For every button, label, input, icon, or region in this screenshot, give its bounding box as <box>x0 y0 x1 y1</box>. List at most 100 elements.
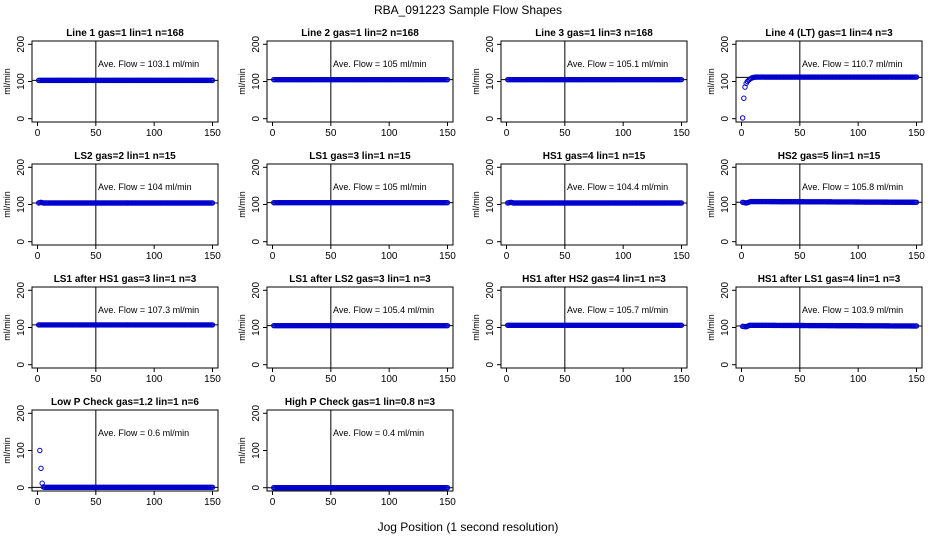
plot-frame <box>266 409 454 492</box>
average-flow-annotation: Ave. Flow = 105 ml/min <box>333 182 427 192</box>
y-tick-label: 200 <box>16 282 27 299</box>
data-point <box>678 76 685 83</box>
x-tick-label: 50 <box>325 251 337 262</box>
data-point <box>444 76 451 83</box>
x-tick-label: 50 <box>325 128 337 139</box>
y-tick-label: 0 <box>251 361 262 367</box>
y-tick-label: 200 <box>251 282 262 299</box>
panel-title: LS1 after HS1 gas=3 lin=1 n=3 <box>54 274 197 285</box>
x-tick-label: 150 <box>439 251 456 262</box>
y-tick-label: 200 <box>16 36 27 53</box>
data-point <box>678 322 685 328</box>
y-tick-label: 0 <box>720 115 731 121</box>
y-tick-label: 0 <box>16 361 27 367</box>
y-tick-label: 0 <box>720 238 731 244</box>
y-axis-label: ml/min <box>706 68 716 95</box>
panel-3: Line 3 gas=1 lin=3 n=168 0 50 100 150 0 100 200… <box>471 28 690 139</box>
x-tick-label: 100 <box>146 251 163 262</box>
y-axis-label: ml/min <box>2 437 12 464</box>
y-axis-label: ml/min <box>2 314 12 341</box>
panel-title: Line 4 (LT) gas=1 lin=4 n=3 <box>765 28 893 39</box>
y-tick-label: 0 <box>16 115 27 121</box>
data-point <box>38 465 44 472</box>
panel-9: LS1 after HS1 gas=3 lin=1 n=3 0 50 100 150 0 1… <box>2 274 221 385</box>
y-axis-label: ml/min <box>237 68 247 95</box>
x-tick-label: 100 <box>615 251 632 262</box>
panel-5: LS2 gas=2 lin=1 n=15 0 50 100 150 0 100 200 ml/m… <box>2 151 221 262</box>
x-tick-label: 150 <box>673 128 690 139</box>
x-tick-label: 150 <box>439 497 456 508</box>
x-tick-label: 0 <box>739 128 745 139</box>
y-tick-label: 0 <box>251 115 262 121</box>
panel-1: Line 1 gas=1 lin=1 n=168 0 50 100 150 0 100 200… <box>2 28 221 139</box>
y-tick-label: 0 <box>485 361 496 367</box>
y-axis-label: ml/min <box>471 191 481 218</box>
average-flow-annotation: Ave. Flow = 105.4 ml/min <box>333 305 434 315</box>
y-tick-label: 200 <box>485 36 496 53</box>
average-flow-annotation: Ave. Flow = 104.4 ml/min <box>567 182 668 192</box>
data-point <box>209 77 216 84</box>
y-tick-label: 200 <box>720 159 731 176</box>
panel-14: High P Check gas=1 lin=0.8 n=3 0 50 100 150 0… <box>237 397 456 508</box>
data-point <box>913 74 920 80</box>
y-tick-label: 0 <box>485 115 496 121</box>
average-flow-annotation: Ave. Flow = 105.8 ml/min <box>802 182 903 192</box>
x-tick-label: 100 <box>381 374 398 385</box>
plot-frame <box>735 40 923 123</box>
panel-10: LS1 after LS2 gas=3 lin=1 n=3 0 50 100 150 0 1… <box>237 274 456 385</box>
data-point <box>913 323 920 329</box>
x-tick-label: 0 <box>35 128 41 139</box>
x-tick-label: 150 <box>908 128 925 139</box>
panel-title: LS1 gas=3 lin=1 n=15 <box>309 151 411 162</box>
data-point <box>209 484 216 491</box>
data-point <box>37 447 43 454</box>
x-tick-label: 150 <box>908 374 925 385</box>
panel-13: Low P Check gas=1.2 lin=1 n=6 0 50 100 150 0 1… <box>2 397 221 508</box>
x-tick-label: 150 <box>673 251 690 262</box>
x-tick-label: 50 <box>90 497 102 508</box>
panel-7: HS1 gas=4 lin=1 n=15 0 50 100 150 0 100 200 ml/m… <box>471 151 690 262</box>
x-tick-label: 100 <box>146 128 163 139</box>
y-tick-label: 100 <box>720 73 731 90</box>
panel-6: LS1 gas=3 lin=1 n=15 0 50 100 150 0 100 200 ml/m… <box>237 151 456 262</box>
x-tick-label: 150 <box>439 128 456 139</box>
y-tick-label: 200 <box>16 159 27 176</box>
panel-title: LS1 after LS2 gas=3 lin=1 n=3 <box>289 274 431 285</box>
x-tick-label: 0 <box>270 497 276 508</box>
y-axis-label: ml/min <box>237 437 247 464</box>
y-tick-label: 0 <box>16 484 27 490</box>
x-tick-label: 100 <box>615 128 632 139</box>
plot-frame <box>31 409 219 492</box>
x-tick-label: 150 <box>204 251 221 262</box>
x-tick-label: 150 <box>673 374 690 385</box>
y-axis-label: ml/min <box>237 314 247 341</box>
average-flow-annotation: Ave. Flow = 107.3 ml/min <box>98 305 199 315</box>
y-tick-label: 100 <box>720 319 731 336</box>
y-tick-label: 100 <box>485 196 496 213</box>
y-tick-label: 100 <box>251 319 262 336</box>
y-tick-label: 0 <box>16 238 27 244</box>
average-flow-annotation: Ave. Flow = 105.1 ml/min <box>567 59 668 69</box>
x-tick-label: 50 <box>559 128 571 139</box>
y-tick-label: 100 <box>485 319 496 336</box>
x-tick-label: 0 <box>504 128 510 139</box>
x-tick-label: 100 <box>850 374 867 385</box>
x-tick-label: 0 <box>35 251 41 262</box>
y-axis-label: ml/min <box>471 68 481 95</box>
data-point <box>209 322 216 328</box>
panel-title: Line 2 gas=1 lin=2 n=168 <box>301 28 419 39</box>
y-tick-label: 200 <box>720 36 731 53</box>
panel-11: HS1 after HS2 gas=4 lin=1 n=3 0 50 100 150 0 1… <box>471 274 690 385</box>
panel-title: Line 1 gas=1 lin=1 n=168 <box>66 28 184 39</box>
average-flow-annotation: Ave. Flow = 104 ml/min <box>98 182 192 192</box>
panel-title: LS2 gas=2 lin=1 n=15 <box>74 151 176 162</box>
x-tick-label: 50 <box>325 374 337 385</box>
panel-title: HS1 after HS2 gas=4 lin=1 n=3 <box>522 274 666 285</box>
data-point <box>444 485 451 491</box>
y-tick-label: 0 <box>251 484 262 490</box>
x-tick-label: 150 <box>204 497 221 508</box>
x-tick-label: 0 <box>35 497 41 508</box>
x-tick-label: 50 <box>90 374 102 385</box>
x-tick-label: 150 <box>204 128 221 139</box>
